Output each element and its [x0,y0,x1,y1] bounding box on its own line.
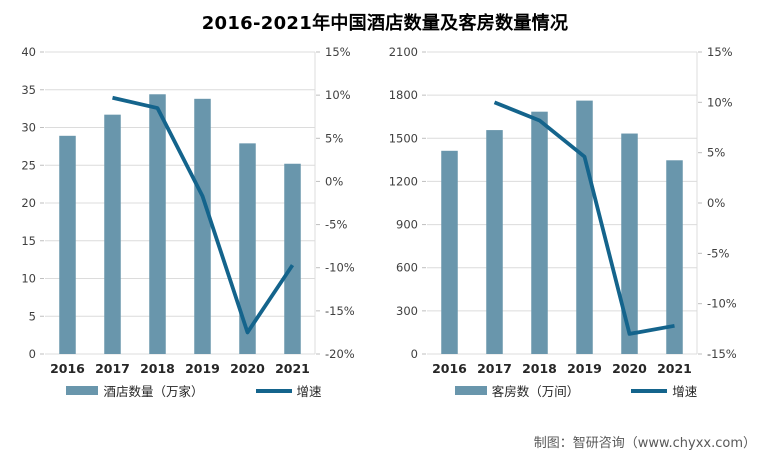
line-series-label: 增速 [672,384,698,399]
room-chart-legend: 客房数（万间） 增速 [385,381,767,400]
room-chart-panel: 0 300 600 900 1200 1500 1800 2100 -15% -10% -5% 0% 5… [385,39,767,400]
bar-series-label: 客房数（万间） [491,384,580,399]
pct-axis-tick-label: 10% [707,95,733,109]
line-series-swatch [631,388,668,393]
left-axis-tick-label: 40 [21,45,36,59]
x-axis-label-2017: 2017 [95,361,130,376]
x-axis-label-2019: 2019 [185,361,220,376]
x-axis-label-2021: 2021 [275,361,310,376]
left-axis-tick-label: 1800 [389,88,418,102]
x-axis-label-2021: 2021 [657,361,692,376]
page-title: 2016-2021年中国酒店数量及客房数量情况 [201,13,569,34]
left-axis-tick-label: 900 [396,218,418,232]
x-axis-label-2020: 2020 [612,361,647,376]
x-axis-label-2020: 2020 [230,361,265,376]
line-series-label: 增速 [296,384,322,399]
bar-2017 [104,114,121,354]
growth-line [112,95,295,335]
left-axis-tick-label: 0 [29,347,36,361]
pct-axis-tick-label: 10% [325,88,351,102]
attribution-credit: 制图：智研咨询（www.chyxx.com） [533,436,756,451]
left-axis-tick-label: 10 [21,272,36,286]
pct-axis-tick-label: -10% [707,297,737,311]
pct-axis-tick-label: -15% [707,347,737,361]
bar-2017 [486,130,503,354]
growth-line [493,100,675,336]
pct-axis-tick-label: -15% [325,304,355,318]
left-axis-tick-label: 20 [21,196,36,210]
x-axis-label-2018: 2018 [140,361,175,376]
pct-axis-tick-label: 5% [325,131,343,145]
pct-axis-tick-label: -10% [325,261,355,275]
pct-axis-tick-label: 5% [707,146,725,160]
bar-2019 [194,98,211,354]
x-axis-label-2019: 2019 [567,361,602,376]
pct-axis-tick-label: -20% [325,347,355,361]
bar-series-swatch [66,386,99,395]
hotel-chart-plot: 0 5 10 15 20 25 30 35 40 -20% -15% -10% -5% 0% 5% 10% 15… [21,45,355,376]
bar-2018 [149,94,166,354]
left-axis-tick-label: 300 [396,304,418,318]
pct-axis-tick-label: -5% [325,218,347,232]
pct-axis-tick-label: 15% [325,45,351,59]
x-axis-label-2016: 2016 [50,361,85,376]
left-axis-tick-label: 30 [21,121,36,135]
bar-2021 [284,163,301,354]
line-series-swatch [255,388,292,393]
bar-2016 [59,135,76,354]
x-axis-label-2018: 2018 [522,361,557,376]
pct-axis-tick-label: 15% [707,45,733,59]
left-axis-tick-label: 2100 [389,45,418,59]
left-axis-tick-label: 25 [21,158,36,172]
bar-series-label: 酒店数量（万家） [103,384,204,399]
bar-2021 [666,160,683,354]
x-axis-label-2017: 2017 [477,361,512,376]
bar-2020 [621,133,638,354]
left-axis-tick-label: 5 [29,309,36,323]
charts-row: 0 5 10 15 20 25 30 35 40 -20% -15% -10% -5% 0% 5% 10% 15… [0,39,770,400]
left-axis-tick-label: 600 [396,261,418,275]
room-chart-plot: 0 300 600 900 1200 1500 1800 2100 -15% -10% -5% 0% 5… [389,45,737,376]
pct-axis-tick-label: -5% [707,246,729,260]
legend-item-hotels: 酒店数量（万家） [66,381,204,400]
legend-item-growth: 增速 [255,381,322,400]
legend-item-growth: 增速 [631,381,697,400]
bar-2016 [441,150,458,354]
x-axis-label-2016: 2016 [432,361,467,376]
bar-2019 [576,100,593,354]
left-axis-tick-label: 0 [411,347,418,361]
bar-2018 [531,111,548,354]
legend-item-rooms: 客房数（万间） [454,381,580,400]
pct-axis-tick-label: 0% [325,174,343,188]
left-axis-tick-label: 35 [21,83,36,97]
left-axis-tick-label: 1500 [389,131,418,145]
hotel-chart-legend: 酒店数量（万家） 增速 [3,381,385,400]
bar-series-swatch [454,386,487,395]
bar-2020 [239,143,256,354]
left-axis-tick-label: 15 [21,234,36,248]
pct-axis-tick-label: 0% [707,196,725,210]
hotel-chart-panel: 0 5 10 15 20 25 30 35 40 -20% -15% -10% -5% 0% 5% 10% 15… [3,39,385,400]
left-axis-tick-label: 1200 [389,174,418,188]
